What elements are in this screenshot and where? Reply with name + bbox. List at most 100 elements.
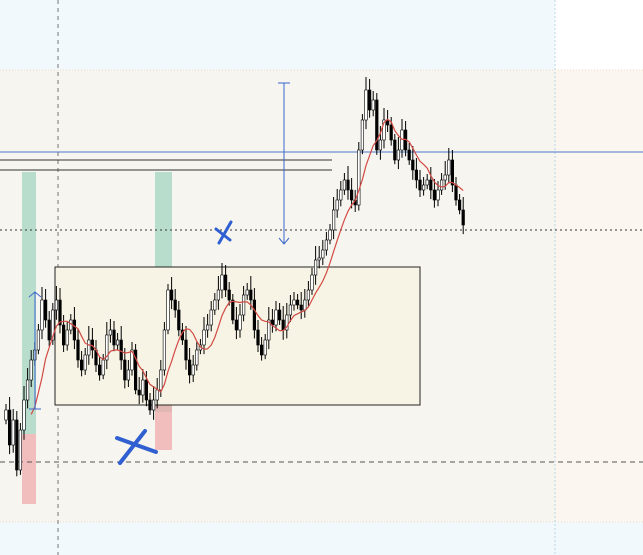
candle bbox=[295, 294, 300, 310]
candle bbox=[65, 322, 69, 351]
candle bbox=[18, 423, 23, 475]
candle bbox=[346, 166, 350, 200]
candle bbox=[162, 322, 167, 376]
candle bbox=[216, 276, 221, 310]
candle bbox=[40, 287, 44, 340]
candle bbox=[98, 357, 102, 381]
candle bbox=[256, 320, 260, 352]
candle bbox=[54, 286, 58, 320]
candle bbox=[105, 322, 109, 370]
candle bbox=[450, 150, 455, 192]
candle bbox=[277, 303, 282, 325]
candle bbox=[429, 167, 433, 200]
candle bbox=[357, 142, 361, 211]
candle bbox=[457, 194, 462, 215]
candle bbox=[47, 311, 51, 347]
candle bbox=[152, 386, 156, 420]
candle bbox=[83, 348, 87, 375]
candle bbox=[249, 276, 253, 310]
candle bbox=[134, 344, 138, 395]
candle bbox=[191, 355, 195, 382]
candle bbox=[447, 148, 451, 184]
moving-average-line bbox=[30, 118, 464, 415]
candle bbox=[321, 240, 325, 265]
candle bbox=[259, 337, 264, 361]
candle bbox=[43, 289, 48, 328]
candle bbox=[371, 91, 375, 117]
candle bbox=[213, 293, 217, 315]
candle bbox=[15, 411, 19, 477]
candle bbox=[137, 377, 141, 405]
candle bbox=[313, 246, 318, 285]
candle bbox=[220, 263, 224, 299]
candle bbox=[4, 404, 8, 425]
candle bbox=[224, 265, 228, 297]
candle bbox=[72, 307, 76, 350]
cross-mark-high[interactable] bbox=[214, 220, 233, 245]
candle bbox=[126, 360, 130, 387]
candle bbox=[252, 288, 257, 339]
right-margin-zone-lower bbox=[555, 70, 643, 522]
cross-mark-low[interactable] bbox=[115, 429, 158, 465]
candle bbox=[76, 329, 80, 368]
candle bbox=[25, 368, 30, 409]
projection-arrow[interactable] bbox=[278, 82, 290, 245]
candle bbox=[11, 409, 15, 453]
candle bbox=[310, 268, 314, 295]
candle bbox=[184, 326, 188, 370]
range-box[interactable] bbox=[54, 266, 421, 406]
candle bbox=[414, 158, 419, 189]
candle bbox=[418, 170, 422, 197]
candle bbox=[443, 161, 447, 190]
candle bbox=[306, 281, 311, 307]
right-margin-zone bbox=[555, 0, 643, 70]
candle bbox=[202, 317, 206, 355]
candle bbox=[238, 304, 242, 338]
candle bbox=[393, 134, 397, 165]
candle bbox=[148, 393, 152, 415]
candle bbox=[58, 288, 62, 334]
candle bbox=[375, 93, 379, 155]
candle bbox=[22, 386, 26, 440]
candle bbox=[461, 197, 465, 235]
candle bbox=[231, 294, 235, 325]
candle bbox=[263, 334, 267, 360]
candle bbox=[166, 284, 170, 335]
candle bbox=[209, 301, 213, 332]
candle bbox=[432, 179, 437, 208]
left-measure-arrow[interactable] bbox=[28, 291, 42, 410]
candle bbox=[360, 114, 365, 155]
candle bbox=[267, 307, 271, 350]
candle bbox=[188, 348, 192, 384]
candle bbox=[195, 342, 199, 371]
candle bbox=[274, 301, 278, 332]
candle bbox=[292, 292, 296, 311]
candle bbox=[29, 350, 33, 387]
candle bbox=[407, 143, 411, 165]
candle bbox=[331, 197, 336, 240]
candle bbox=[141, 369, 145, 403]
candle bbox=[170, 277, 174, 310]
candle bbox=[411, 146, 415, 180]
candle bbox=[288, 295, 293, 322]
candle bbox=[299, 292, 303, 320]
candle bbox=[123, 348, 127, 389]
bearish-zone bbox=[155, 405, 172, 450]
candle bbox=[206, 314, 210, 338]
candle bbox=[396, 137, 401, 170]
candles bbox=[4, 77, 465, 477]
candle bbox=[177, 301, 181, 337]
candle bbox=[234, 307, 239, 340]
candle bbox=[425, 174, 429, 190]
candle bbox=[119, 326, 123, 370]
candle bbox=[364, 77, 368, 130]
candle bbox=[328, 224, 332, 245]
candle bbox=[108, 319, 112, 343]
candle bbox=[382, 108, 386, 149]
candle bbox=[112, 321, 116, 352]
candle bbox=[130, 342, 134, 376]
candle bbox=[36, 324, 40, 355]
candle bbox=[227, 282, 231, 306]
